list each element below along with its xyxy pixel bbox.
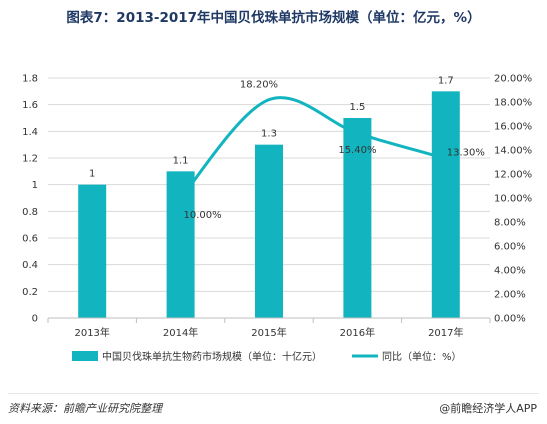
line-data-label: 15.40% [338, 145, 376, 156]
chart-svg: 11.11.31.51.7 10.00%18.20%15.40% 13.30% 0… [22, 74, 532, 364]
bar [78, 184, 107, 318]
line-point [179, 196, 183, 200]
x-tick-label: 2015年 [251, 326, 286, 339]
line-data-label: 13.30% [447, 147, 485, 158]
y-left-tick-label: 1 [32, 180, 38, 191]
y-left-tick-label: 0.8 [22, 207, 38, 218]
chart-title: 图表7：2013-2017年中国贝伐珠单抗市场规模（单位：亿元，%） [66, 10, 481, 26]
y-right-tick-label: 18.00% [494, 98, 532, 109]
legend-swatch-bar [72, 351, 98, 361]
y-left-tick-label: 0.6 [22, 234, 38, 245]
bar [166, 171, 195, 318]
legend-label-line: 同比（单位：%） [382, 350, 462, 363]
x-tick-label: 2017年 [428, 326, 463, 339]
y-right-tick-label: 6.00% [494, 242, 526, 253]
y-left-tick-label: 1.2 [22, 154, 38, 165]
line-layer: 10.00% 18.20% 15.40% 13.30% [179, 80, 485, 221]
bar-data-label: 1.7 [438, 75, 454, 86]
x-tick-label: 2014年 [163, 326, 198, 339]
y-right-tick-label: 0.00% [494, 314, 526, 325]
y-right-tick-label: 14.00% [494, 146, 532, 157]
x-tick-label: 2016年 [340, 326, 375, 339]
y-right-tick-label: 2.00% [494, 290, 526, 301]
bar-data-label: 1.1 [173, 155, 189, 166]
y-left-tick-label: 0.2 [22, 287, 38, 298]
y-right-tick-label: 12.00% [494, 170, 532, 181]
y-left-tick-label: 1.6 [22, 100, 38, 111]
legend: 中国贝伐珠单抗生物药市场规模（单位：十亿元） 同比（单位：%） [72, 350, 462, 363]
watermark-text: @前瞻经济学人APP [439, 402, 537, 415]
source-note: 资料来源：前瞻产业研究院整理 [8, 402, 162, 415]
y-right-tick-label: 4.00% [494, 266, 526, 277]
bar-layer: 1 1.1 1.3 1.5 1.7 [78, 75, 460, 318]
y-left-tick-label: 0.4 [22, 260, 38, 271]
footer-divider [8, 393, 539, 394]
bar-data-label: 1.3 [261, 129, 277, 140]
y-left-tick-label: 1.8 [22, 74, 38, 85]
line-point [267, 98, 271, 102]
bar [343, 118, 372, 318]
bar [431, 91, 460, 318]
line-point [355, 131, 359, 135]
legend-label-bar: 中国贝伐珠单抗生物药市场规模（单位：十亿元） [102, 350, 322, 363]
bar-data-label: 1.5 [349, 102, 365, 113]
line-point [444, 156, 448, 160]
y-left-tick-label: 0 [32, 314, 38, 325]
bar [255, 144, 283, 318]
line-data-label: 10.00% [184, 210, 222, 221]
y-right-tick-label: 20.00% [494, 74, 532, 85]
y-left-tick-label: 1.4 [22, 127, 38, 138]
x-tick-label: 2013年 [74, 326, 109, 339]
line-data-label: 18.20% [240, 80, 278, 91]
bar-data-label: 1 [89, 169, 95, 180]
y-right-tick-label: 8.00% [494, 218, 526, 229]
y-right-tick-label: 10.00% [494, 194, 532, 205]
axis-layer: 0 0.2 0.4 0.6 0.8 1 1.2 1.4 1.6 1.8 0.00% 2.00% 4.00… [22, 74, 532, 340]
y-right-tick-label: 16.00% [494, 122, 532, 133]
series-line-yoy [179, 96, 448, 200]
